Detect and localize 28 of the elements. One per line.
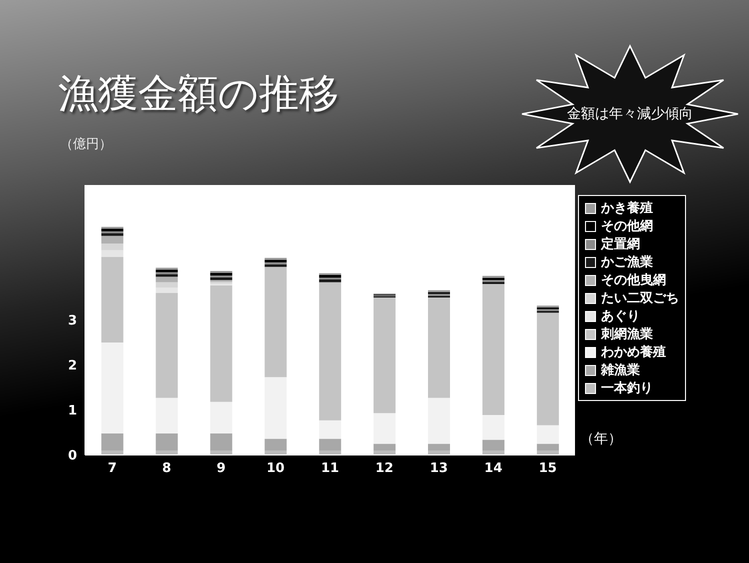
legend-label: かき養殖 — [601, 200, 653, 217]
y-tick-label: 2 — [68, 358, 77, 374]
x-tick-label: 11 — [320, 461, 340, 476]
legend-label: わかめ養殖 — [601, 344, 666, 361]
legend-label: あぐり — [601, 308, 640, 325]
legend-label: 一本釣り — [601, 380, 653, 397]
x-axis-title: （年） — [580, 430, 622, 448]
legend-label: たい二双ごち — [601, 290, 679, 307]
x-tick-label: 13 — [430, 461, 448, 476]
x-tick-label: 8 — [162, 461, 172, 476]
y-tick-label: 3 — [68, 314, 77, 329]
x-tick-label: 10 — [266, 461, 285, 476]
chart-title: 漁獲金額の推移 — [58, 70, 339, 119]
x-tick-label: 15 — [538, 461, 557, 476]
x-tick-label: 7 — [108, 461, 117, 476]
y-axis-title: （億円） — [60, 136, 112, 153]
y-tick-label: 0 — [68, 448, 77, 464]
x-tick-label: 9 — [216, 461, 226, 476]
x-tick-label: 12 — [375, 461, 394, 476]
legend-label: 定置網 — [601, 236, 640, 253]
legend-label: その他網 — [601, 218, 653, 235]
x-tick-label: 14 — [484, 461, 502, 476]
legend-label: 刺網漁業 — [601, 326, 653, 343]
y-tick-label: 1 — [68, 404, 77, 419]
text: 金額は年々減少傾向 — [566, 105, 694, 123]
legend-label: 雑漁業 — [601, 362, 640, 379]
legend-label: かご漁業 — [601, 254, 653, 271]
legend-label: その他曳網 — [601, 272, 666, 289]
